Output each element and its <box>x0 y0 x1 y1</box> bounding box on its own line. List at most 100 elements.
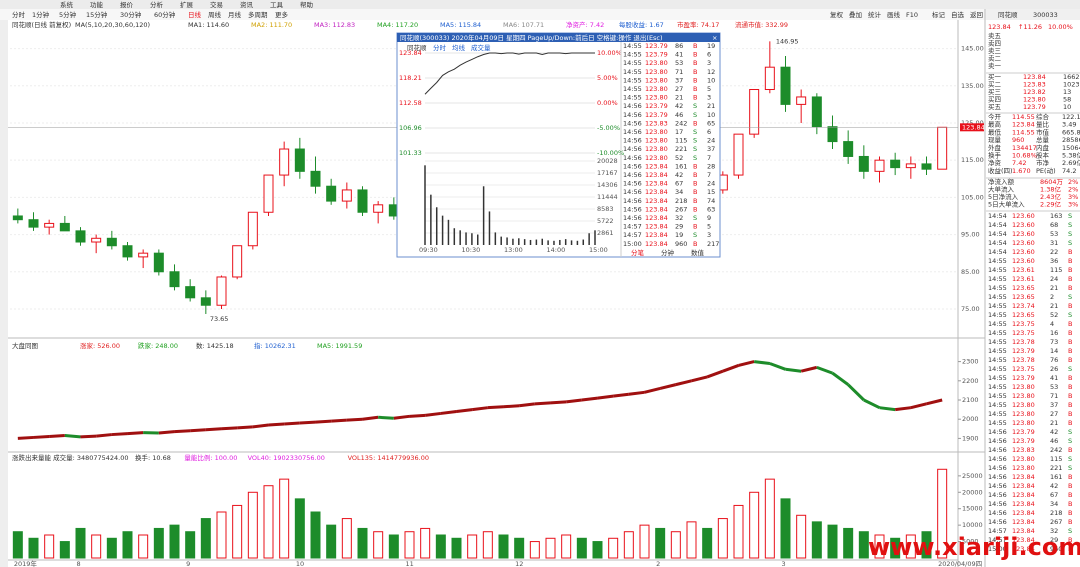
index-segment <box>64 434 81 439</box>
quote-cell: 123.65 <box>1012 293 1035 301</box>
popup-close[interactable]: × <box>712 34 717 42</box>
tick-cell: B <box>693 180 697 188</box>
volume-bar <box>827 524 838 559</box>
tick-cell: 14:55 <box>623 42 642 50</box>
tool-button[interactable]: F10 <box>906 11 918 19</box>
popup-tab[interactable]: 分时 <box>433 43 447 52</box>
index-segment <box>847 383 865 402</box>
volume-bar <box>514 537 525 559</box>
quote-cell: 14:56 <box>988 473 1007 481</box>
quote-cell: B <box>1068 302 1072 310</box>
period-tab[interactable]: 5分钟 <box>59 10 77 19</box>
quote-cell: 123.65 <box>1012 284 1035 292</box>
index-segment <box>769 362 787 371</box>
quote-cell: 123.79 <box>1023 103 1046 111</box>
tick-cell: 32 <box>675 214 683 222</box>
index-segment <box>863 398 881 410</box>
date-label: 10 <box>296 560 304 567</box>
quote-cell: 10 <box>1063 103 1071 111</box>
quote-cell: 14:55 <box>988 311 1007 319</box>
tick-cell: 242 <box>675 119 687 127</box>
tick-cell: 123.79 <box>645 51 668 59</box>
period-tab[interactable]: 周线 <box>208 10 222 19</box>
menu-item[interactable]: 帮助 <box>300 0 314 9</box>
candle-body <box>200 297 211 306</box>
pct-label: -10.00% <box>597 149 624 157</box>
period-tab[interactable]: 15分钟 <box>86 10 108 19</box>
quote-cell: 123.80 <box>1012 419 1035 427</box>
index-segment <box>456 408 473 414</box>
tool-button[interactable]: 返回 <box>970 11 983 19</box>
quote-cell: 收益(四) <box>988 166 1013 175</box>
period-tab[interactable]: 分时 <box>12 10 26 19</box>
period-tab[interactable]: 日线 <box>188 10 202 19</box>
volume-bar <box>764 478 775 559</box>
tick-cell: 14:56 <box>623 188 642 196</box>
tool-button[interactable]: 自选 <box>951 10 965 19</box>
tick-cell: 115 <box>675 137 687 145</box>
popup-bottom-tab[interactable]: 分钟 <box>661 248 675 257</box>
volume-bar <box>106 537 117 559</box>
menu-item[interactable]: 分析 <box>150 0 164 9</box>
period-tab[interactable]: 多周期 <box>248 10 268 19</box>
menu-item[interactable]: 交易 <box>210 0 223 9</box>
period-tab[interactable]: 30分钟 <box>120 10 142 19</box>
tick-cell: 14:56 <box>623 171 642 179</box>
quote-cell: 53 <box>1050 230 1058 238</box>
candle-body <box>858 155 869 172</box>
quote-cell: 123.84 <box>1023 73 1046 81</box>
y-tick-label: 2861 <box>597 229 614 237</box>
tool-button[interactable]: 复权 <box>830 10 844 19</box>
quote-cell: 123.78 <box>1012 338 1035 346</box>
tick-cell: 123.80 <box>645 137 668 145</box>
tick-cell: S <box>693 154 697 162</box>
tick-cell: 217 <box>707 240 719 248</box>
popup-bottom-tab[interactable]: 分笔 <box>631 248 645 257</box>
index-segment <box>894 406 912 412</box>
period-tab[interactable]: 月线 <box>228 10 242 19</box>
menu-item[interactable]: 扩展 <box>180 0 194 9</box>
tick-cell: B <box>693 188 697 196</box>
tick-cell: B <box>693 223 697 231</box>
menu-item[interactable]: 报价 <box>120 0 134 9</box>
tool-button[interactable]: 标记 <box>932 10 946 19</box>
menu-item[interactable]: 功能 <box>90 0 104 9</box>
tick-cell: 9 <box>707 214 711 222</box>
quote-cell: 123.79 <box>1012 437 1035 445</box>
tool-button[interactable]: 统计 <box>868 10 882 19</box>
period-tab[interactable]: 1分钟 <box>32 10 50 19</box>
menu-item[interactable]: 系统 <box>60 0 74 9</box>
tick-cell: 14:55 <box>623 94 642 102</box>
popup-bottom-tab[interactable]: 数值 <box>691 248 705 257</box>
quote-cell: 现量 <box>988 136 1002 144</box>
index-segment <box>127 431 144 436</box>
period-tab[interactable]: 60分钟 <box>154 10 176 19</box>
popup-tab[interactable]: 成交量 <box>471 43 491 52</box>
ma-legend: 市盈率: 74.17 <box>677 20 719 29</box>
y-tick-label: 135.00 <box>961 82 984 90</box>
quote-cell: 123.60 <box>1012 212 1035 220</box>
index-segment <box>565 398 583 404</box>
quote-cell: 123.61 <box>1012 266 1035 274</box>
quote-cell: 卖一 <box>988 62 1002 70</box>
quote-cell: 14 <box>1050 347 1058 355</box>
menu-item[interactable]: 资讯 <box>240 0 254 9</box>
popup-tab[interactable]: 同花顺 <box>407 43 427 52</box>
menu-item[interactable]: 工具 <box>270 1 284 9</box>
period-tab[interactable]: 更多 <box>275 10 289 19</box>
ma-legend: MA4: 117.20 <box>377 21 418 29</box>
candle-body <box>811 96 822 128</box>
index-segment <box>284 421 300 426</box>
quote-cell: 36 <box>1050 257 1058 265</box>
tool-button[interactable]: 画线 <box>887 10 901 19</box>
tool-button[interactable]: 叠加 <box>849 10 862 19</box>
quote-cell: 41 <box>1050 374 1058 382</box>
volume-bar <box>608 537 619 559</box>
quote-cell: 15:00 <box>988 545 1007 553</box>
candle-body <box>326 185 337 202</box>
quote-cell: 总量 <box>1036 135 1050 144</box>
tick-cell: B <box>693 76 697 84</box>
tick-cell: S <box>693 128 697 136</box>
popup-tab[interactable]: 均线 <box>452 43 466 52</box>
